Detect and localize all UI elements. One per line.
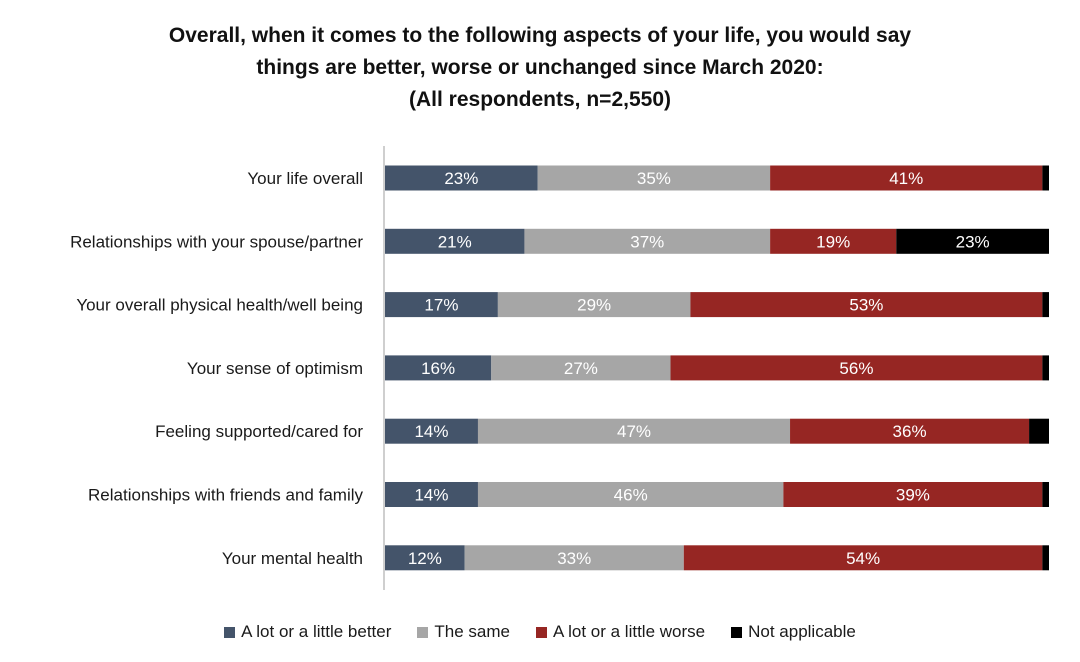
bar-segment-a-lot-or-a-little-better-your-life-overall (385, 165, 538, 191)
data-label-the-same-feeling-supported-cared-for: 47% (617, 422, 651, 441)
legend-swatch-better (224, 626, 236, 638)
legend-label-better: A lot or a little better (241, 622, 392, 641)
category-label-your-mental-health: Your mental health (222, 549, 363, 568)
data-label-a-lot-or-a-little-better-your-overall-physical-health-well-being: 17% (424, 296, 458, 315)
data-label-not-applicable-relationships-with-your-spouse-partner: 23% (956, 232, 990, 251)
bar-segment-not-applicable-relationships-with-friends-and-family (1042, 482, 1049, 507)
data-label-a-lot-or-a-little-better-feeling-supported-cared-for: 14% (414, 422, 448, 441)
bar-segment-a-lot-or-a-little-better-feeling-supported-cared-for (385, 418, 478, 444)
bar-segment-not-applicable-your-sense-of-optimism (1042, 355, 1049, 381)
bar-segment-not-applicable-feeling-supported-cared-for (1029, 418, 1049, 444)
category-label-your-sense-of-optimism: Your sense of optimism (187, 359, 363, 378)
bar-segment-the-same-your-overall-physical-health-well-being (497, 292, 691, 318)
data-label-the-same-your-mental-health: 33% (557, 549, 591, 568)
bar-segment-not-applicable-relationships-with-your-spouse-partner (896, 228, 1049, 254)
legend-label-same: The same (434, 622, 510, 641)
data-label-a-lot-or-a-little-worse-your-overall-physical-health-well-being: 53% (849, 296, 883, 315)
data-label-a-lot-or-a-little-better-your-mental-health: 12% (408, 549, 442, 568)
data-label-the-same-your-overall-physical-health-well-being: 29% (577, 296, 611, 315)
bar-segment-not-applicable-your-life-overall (1042, 165, 1049, 191)
bar-segment-not-applicable-your-mental-health (1042, 545, 1049, 571)
chart-title-line-1: Overall, when it comes to the following … (168, 24, 912, 47)
data-label-the-same-relationships-with-friends-and-family: 46% (614, 486, 648, 505)
bar-segment-a-lot-or-a-little-better-your-overall-physical-health-well-being (385, 292, 498, 318)
data-label-a-lot-or-a-little-better-your-sense-of-optimism: 16% (421, 359, 455, 378)
chart-title-line-3: (All respondents, n=2,550) (409, 88, 671, 111)
legend-swatch-same (417, 626, 429, 638)
bar-segment-a-lot-or-a-little-worse-relationships-with-your-spouse-partner (770, 228, 897, 254)
chart-legend: A lot or a little better The same A lot … (0, 622, 1080, 642)
bar-segment-a-lot-or-a-little-worse-your-overall-physical-health-well-being (690, 292, 1043, 318)
bar-segment-the-same-your-life-overall (537, 165, 771, 191)
data-label-a-lot-or-a-little-worse-relationships-with-friends-and-family: 39% (896, 486, 930, 505)
bar-segment-not-applicable-your-overall-physical-health-well-being (1042, 292, 1049, 318)
data-label-the-same-your-sense-of-optimism: 27% (564, 359, 598, 378)
chart-title: Overall, when it comes to the following … (0, 20, 1080, 116)
bar-segment-the-same-your-mental-health (464, 545, 684, 571)
legend-item-worse: A lot or a little worse (535, 622, 706, 642)
bar-segment-a-lot-or-a-little-worse-feeling-supported-cared-for (790, 418, 1030, 444)
bar-segment-the-same-relationships-with-your-spouse-partner (524, 228, 771, 254)
bar-segment-a-lot-or-a-little-worse-your-life-overall (770, 165, 1043, 191)
chart-title-line-2: things are better, worse or unchanged si… (256, 56, 824, 79)
legend-item-not-applicable: Not applicable (731, 622, 856, 642)
bar-segment-a-lot-or-a-little-better-your-mental-health (385, 545, 465, 571)
category-label-relationships-with-friends-and-family: Relationships with friends and family (88, 486, 363, 505)
data-label-the-same-relationships-with-your-spouse-partner: 37% (630, 232, 664, 251)
data-label-the-same-your-life-overall: 35% (637, 169, 671, 188)
data-label-a-lot-or-a-little-better-your-life-overall: 23% (444, 169, 478, 188)
data-label-a-lot-or-a-little-worse-your-sense-of-optimism: 56% (839, 359, 873, 378)
legend-swatch-worse (535, 626, 547, 638)
legend-label-worse: A lot or a little worse (552, 622, 706, 641)
legend-swatch-not-applicable (731, 626, 743, 638)
bar-segment-a-lot-or-a-little-worse-relationships-with-friends-and-family (783, 482, 1043, 507)
data-label-a-lot-or-a-little-worse-your-life-overall: 41% (889, 169, 923, 188)
data-label-a-lot-or-a-little-worse-feeling-supported-cared-for: 36% (893, 422, 927, 441)
bar-segment-a-lot-or-a-little-better-relationships-with-your-spouse-partner (385, 228, 525, 254)
legend-label-not-applicable: Not applicable (748, 622, 856, 641)
bar-segment-a-lot-or-a-little-worse-your-mental-health (683, 545, 1043, 571)
category-label-your-life-overall: Your life overall (247, 169, 363, 188)
bar-segment-a-lot-or-a-little-better-your-sense-of-optimism (385, 355, 492, 381)
data-label-a-lot-or-a-little-worse-relationships-with-your-spouse-partner: 19% (816, 232, 850, 251)
bar-segment-the-same-relationships-with-friends-and-family (477, 482, 784, 507)
bar-segment-the-same-your-sense-of-optimism (491, 355, 671, 381)
legend-item-better: A lot or a little better (224, 622, 391, 642)
bar-segment-a-lot-or-a-little-worse-your-sense-of-optimism (670, 355, 1043, 381)
bar-segment-the-same-feeling-supported-cared-for (477, 418, 791, 444)
data-label-a-lot-or-a-little-better-relationships-with-your-spouse-partner: 21% (438, 232, 472, 251)
category-label-feeling-supported-cared-for: Feeling supported/cared for (155, 422, 363, 441)
data-label-a-lot-or-a-little-worse-your-mental-health: 54% (846, 549, 880, 568)
category-label-relationships-with-your-spouse-partner: Relationships with your spouse/partner (70, 232, 363, 251)
legend-item-same: The same (417, 622, 510, 642)
bar-segment-a-lot-or-a-little-better-relationships-with-friends-and-family (385, 482, 478, 507)
data-label-a-lot-or-a-little-better-relationships-with-friends-and-family: 14% (414, 486, 448, 505)
category-label-your-overall-physical-health-well-being: Your overall physical health/well being (76, 296, 363, 315)
